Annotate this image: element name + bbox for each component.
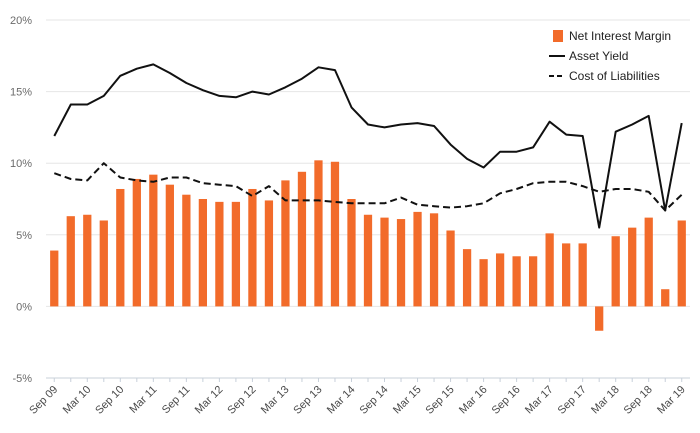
x-tick-label: Mar 15 [391, 384, 424, 417]
bar-net-interest-margin [495, 253, 505, 307]
bar-net-interest-margin [116, 188, 125, 307]
bar-net-interest-margin [347, 199, 356, 307]
bar-net-interest-margin [628, 227, 637, 307]
bar-net-interest-margin [396, 219, 406, 307]
bars-net-interest-margin [50, 160, 686, 331]
legend-item: Net Interest Margin [553, 29, 671, 43]
bar-net-interest-margin [182, 194, 191, 307]
bar-net-interest-margin [661, 289, 670, 307]
x-tick-label: Mar 13 [259, 384, 292, 417]
x-tick-label: Sep 12 [225, 384, 258, 417]
bar-net-interest-margin [462, 249, 472, 307]
y-tick-label: 10% [10, 158, 32, 170]
x-tick-label: Sep 10 [93, 384, 126, 417]
x-tick-label: Mar 11 [127, 384, 159, 416]
legend-label: Net Interest Margin [569, 29, 671, 43]
bar-net-interest-margin [429, 213, 439, 307]
y-tick-label: 5% [16, 230, 32, 242]
line-cost-of-liabilities [53, 162, 683, 212]
y-tick-label: 20% [10, 15, 32, 27]
x-tick-label: Mar 18 [589, 384, 622, 417]
bar-net-interest-margin [248, 188, 257, 307]
lines [53, 63, 683, 229]
legend-item: Asset Yield [549, 49, 628, 63]
bar-net-interest-margin [529, 256, 538, 307]
x-tick-label: Sep 18 [622, 384, 655, 417]
bar-net-interest-margin [413, 211, 422, 307]
bar-net-interest-margin [132, 178, 141, 307]
bar-net-interest-margin [83, 214, 92, 307]
x-axis-ticks: Sep 09 Mar 10 Sep 10 Mar 11 Sep 11 Mar 12 Sep … [27, 384, 688, 417]
line-asset-yield [53, 63, 683, 229]
bar-net-interest-margin [578, 243, 587, 307]
x-tick-label: Mar 17 [523, 384, 556, 417]
y-tick-label: 0% [16, 301, 32, 313]
bar-net-interest-margin [644, 217, 653, 307]
bar-net-interest-margin [99, 220, 108, 307]
bar-net-interest-margin [149, 174, 158, 307]
x-tick-label: Sep 09 [27, 384, 60, 417]
bar-net-interest-margin [231, 201, 241, 307]
y-axis-ticks: 20% 15% 10% 5% 0% -5% [10, 15, 32, 385]
x-axis [46, 377, 690, 382]
bar-net-interest-margin [66, 216, 75, 307]
bar-net-interest-margin [363, 214, 373, 307]
bar-net-interest-margin [50, 250, 59, 307]
x-tick-label: Sep 15 [424, 384, 457, 417]
bar-net-interest-margin [380, 217, 389, 307]
legend-label: Cost of Liabilities [569, 69, 660, 83]
bar-net-interest-margin [264, 200, 274, 307]
bar-net-interest-margin [446, 230, 455, 307]
x-tick-label: Sep 11 [160, 384, 193, 417]
x-tick-label: Sep 17 [556, 384, 589, 417]
x-tick-label: Sep 13 [291, 384, 324, 417]
x-tick-label: Mar 19 [655, 384, 688, 417]
x-tick-label: Sep 16 [490, 384, 523, 417]
legend-item: Cost of Liabilities [549, 69, 660, 83]
bar-net-interest-margin [198, 199, 207, 307]
legend-swatch-bar [553, 30, 563, 42]
x-tick-label: Sep 14 [357, 384, 390, 417]
bar-net-interest-margin [215, 201, 224, 307]
x-tick-label: Mar 16 [457, 384, 490, 417]
x-tick-label: Mar 10 [61, 384, 94, 417]
bar-net-interest-margin [314, 160, 323, 307]
bar-net-interest-margin [512, 256, 521, 307]
bar-net-interest-margin [281, 180, 290, 307]
legend-label: Asset Yield [569, 49, 628, 63]
x-tick-label: Mar 12 [193, 384, 226, 417]
bar-net-interest-margin [562, 243, 571, 307]
bar-net-interest-margin [595, 306, 604, 331]
bar-net-interest-margin [479, 259, 488, 307]
x-tick-label: Mar 14 [325, 384, 358, 417]
bar-net-interest-margin [545, 233, 554, 307]
bar-net-interest-margin [330, 161, 340, 307]
bar-net-interest-margin [611, 236, 620, 307]
bar-net-interest-margin [297, 171, 307, 307]
bar-net-interest-margin [677, 220, 686, 307]
y-tick-label: 15% [10, 87, 32, 99]
bar-net-interest-margin [165, 184, 174, 307]
y-tick-label: -5% [12, 373, 32, 385]
legend: Net Interest Margin Asset Yield Cost of Li… [549, 29, 671, 83]
